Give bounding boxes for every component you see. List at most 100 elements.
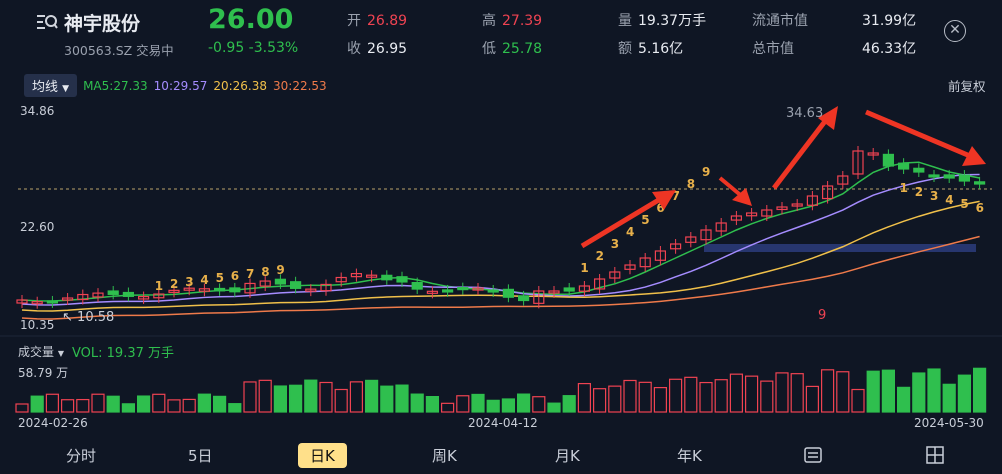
volume-bar (349, 381, 363, 413)
volume-bar (197, 393, 211, 413)
tab-intraday[interactable]: 分时 (66, 447, 97, 465)
seq-count-label: 1 (900, 181, 908, 195)
current-price: 26.00 (208, 4, 294, 35)
open-price: 开 26.89 (347, 13, 408, 29)
volume-bar (532, 396, 546, 413)
candle-body (639, 257, 651, 268)
close-icon[interactable]: ✕ (944, 20, 966, 42)
candle-body (320, 283, 332, 292)
seq-count-label: 4 (626, 225, 634, 239)
volume-bar (608, 385, 622, 413)
volume-bar (699, 381, 713, 413)
ma-line-ma5 (21, 161, 980, 302)
candle-body (168, 289, 180, 293)
tab-weekly-k[interactable]: 周K (432, 447, 457, 465)
candle-body (214, 287, 226, 292)
grid-icon[interactable] (926, 446, 944, 464)
y-axis-mid: 22.60 (20, 220, 55, 234)
date-mid: 2024-04-12 (468, 416, 538, 430)
candle-body (730, 215, 743, 221)
candle-body (442, 289, 454, 293)
tab-5day[interactable]: 5日 (188, 447, 213, 465)
volume-bar (137, 395, 151, 413)
tab-daily-k[interactable]: 日K (298, 443, 347, 468)
trend-arrows (580, 106, 986, 249)
y-axis-max: 34.86 (20, 104, 55, 118)
volume-bar (106, 395, 120, 413)
volume-bar (957, 374, 972, 413)
stock-code-status: 300563.SZ 交易中 (64, 43, 174, 58)
candle-body (77, 293, 89, 301)
candle-body (609, 271, 621, 279)
volume-bar (912, 372, 926, 413)
volume-bar (866, 370, 880, 413)
adjust-mode-button[interactable]: 前复权 (948, 79, 986, 94)
candle-body (153, 293, 165, 299)
seq-count-label: 7 (672, 189, 680, 203)
seq-count-label: 2 (170, 277, 178, 291)
volume-bar (516, 393, 531, 413)
volume-value: VOL: 19.37 万手 (72, 346, 175, 361)
candle-body (335, 276, 347, 283)
tab-monthly-k[interactable]: 月K (555, 447, 580, 465)
volume-bar (304, 379, 318, 413)
seq-count-label: 9 (702, 165, 710, 179)
volume-bar (881, 369, 896, 413)
float-market-cap-label: 流通市值 (752, 13, 808, 29)
volume-bar (30, 395, 44, 413)
volume-bar (972, 367, 987, 413)
seq-count-label: 8 (261, 265, 269, 279)
candle-body (578, 285, 591, 292)
volume-bar (319, 381, 333, 413)
seq-count-label: 6 (656, 201, 664, 215)
ma5-value: MA5:27.33 (83, 78, 148, 93)
seq-count-label: 4 (200, 273, 208, 287)
candle-body (928, 174, 940, 178)
candle-body (943, 174, 955, 179)
seq-nine-marker: 9 (818, 308, 827, 323)
volume-bar (623, 379, 637, 413)
candle-body (882, 153, 895, 167)
candle-body (913, 167, 925, 173)
candle-body (198, 288, 210, 292)
volume-bar (653, 386, 668, 413)
candle-body (502, 288, 514, 298)
settings-sliders-icon[interactable] (804, 446, 822, 464)
candle-body (548, 290, 560, 294)
candle-body (61, 297, 74, 301)
seq-count-label: 9 (276, 263, 284, 277)
volume-bar (258, 379, 272, 413)
volume-bar (577, 382, 592, 413)
volume-bar (790, 373, 804, 413)
candle-body (107, 290, 119, 295)
volume-bar (425, 396, 439, 413)
price-change: -0.95 -3.53% (208, 40, 299, 56)
volume-bar (805, 385, 820, 413)
candle-body (700, 229, 712, 241)
seq-count-label: 5 (641, 213, 649, 227)
y-axis-min: 10.35 (20, 318, 55, 332)
candle-body (852, 150, 864, 175)
tab-yearly-k[interactable]: 年K (677, 447, 702, 465)
candle-body (669, 243, 682, 250)
seq-count-label: 5 (216, 271, 224, 285)
date-end: 2024-05-30 (914, 416, 984, 430)
seq-count-label: 4 (945, 193, 953, 207)
volume-bar (121, 403, 136, 413)
volume-bar (441, 402, 455, 413)
candle-body (973, 181, 986, 185)
seq-count-label: 7 (246, 267, 254, 281)
candle-body (517, 295, 530, 302)
candle-body (411, 281, 423, 290)
candle-body (897, 162, 910, 170)
volume-bar (334, 388, 348, 413)
candle-body (761, 209, 773, 217)
volume-bar (243, 381, 257, 413)
seq-count-label: 2 (915, 185, 923, 199)
volume-bar (182, 398, 196, 413)
search-list-icon[interactable] (36, 12, 58, 32)
volume-bar (760, 380, 774, 413)
volume-selector[interactable]: 成交量 ▼ (18, 345, 64, 359)
ma-selector[interactable]: 均线 ▼ (24, 74, 78, 97)
